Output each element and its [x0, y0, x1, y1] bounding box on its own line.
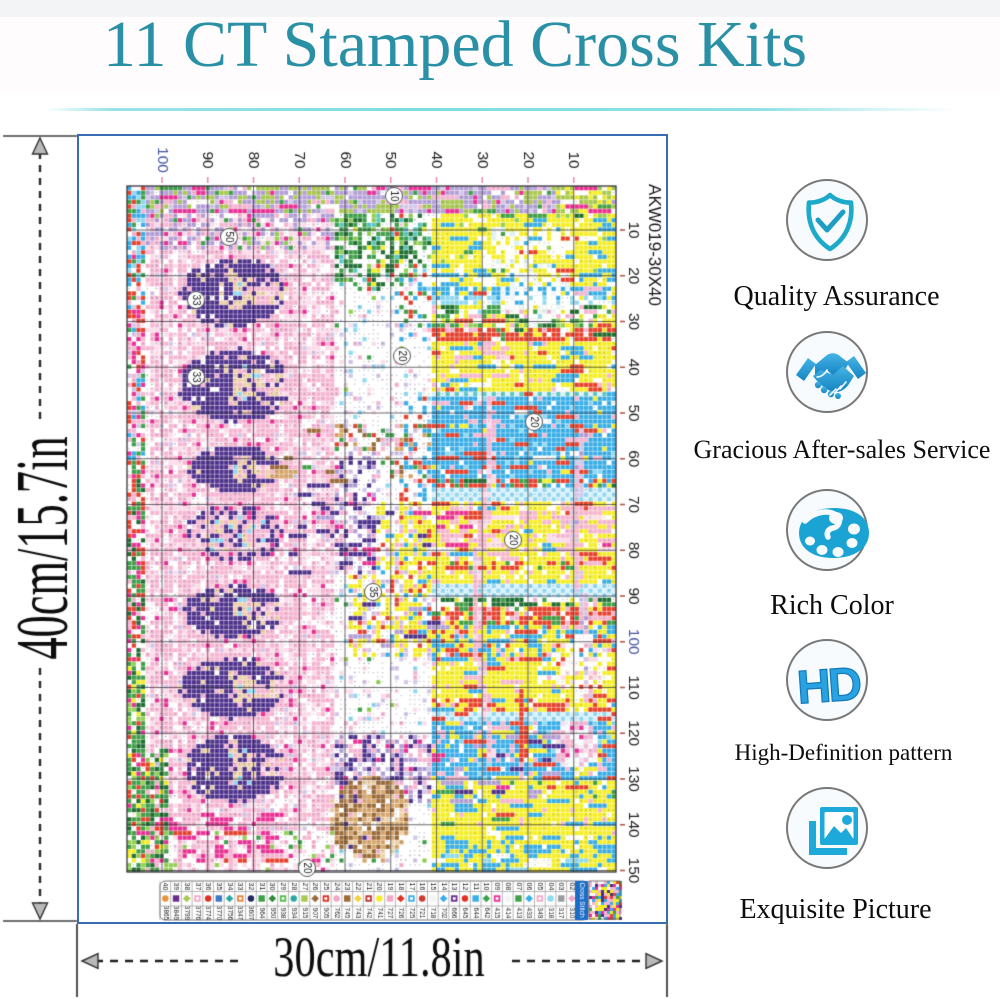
svg-text:HD: HD	[797, 656, 862, 713]
